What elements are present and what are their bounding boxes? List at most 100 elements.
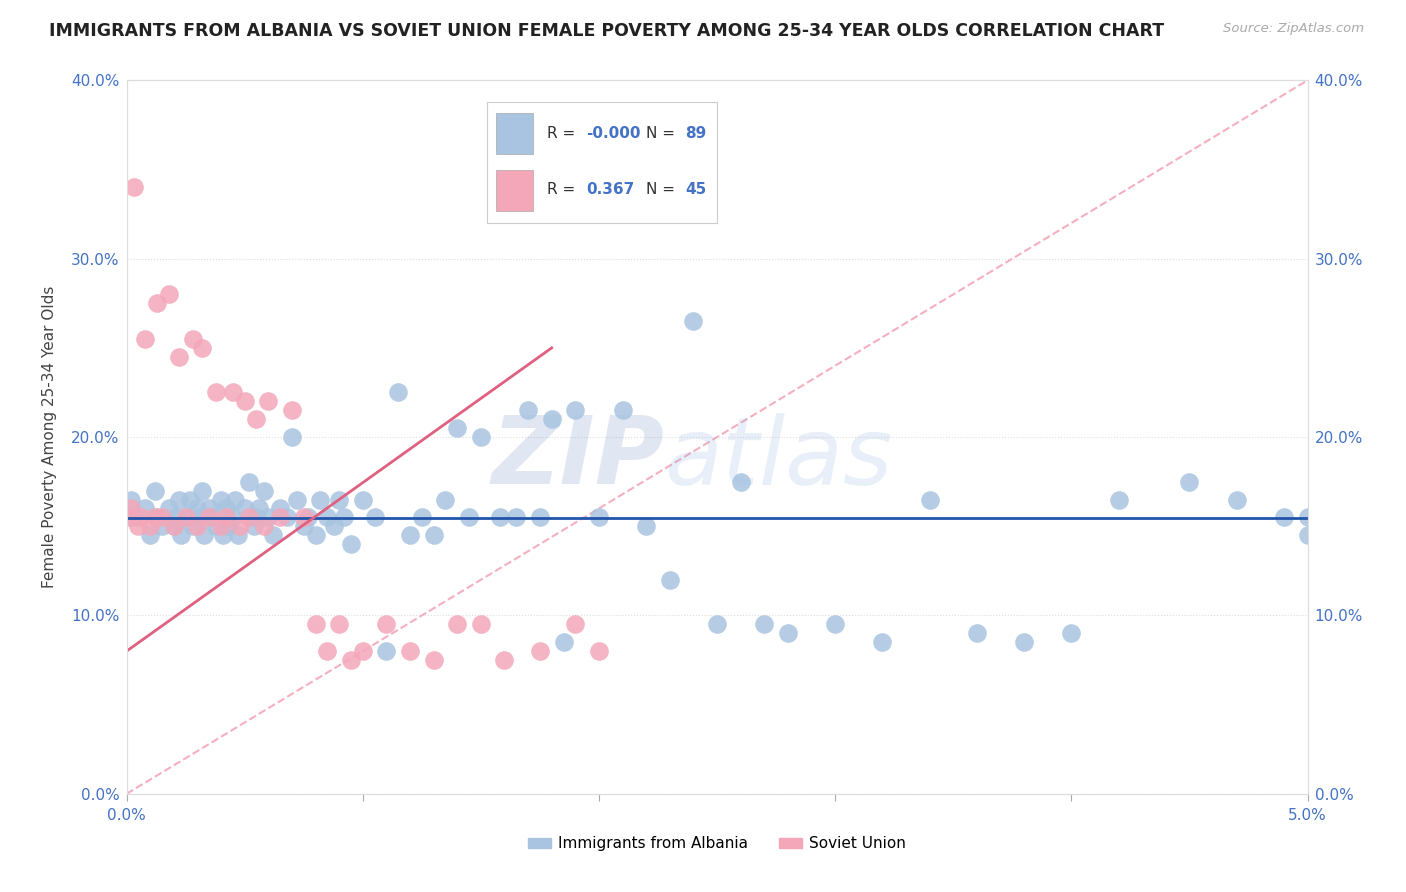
Soviet Union [588,644,610,658]
Immigrants from Albania [269,501,291,516]
Soviet Union [118,510,141,524]
Immigrants from Albania [167,492,190,507]
Immigrants from Albania [139,528,162,542]
Soviet Union [150,510,173,524]
Immigrants from Albania [422,528,444,542]
Immigrants from Albania [316,510,339,524]
Soviet Union [494,653,516,667]
Immigrants from Albania [181,519,204,533]
Immigrants from Albania [375,644,398,658]
Soviet Union [122,180,145,194]
Immigrants from Albania [143,483,166,498]
Immigrants from Albania [122,510,145,524]
Soviet Union [129,510,152,524]
Soviet Union [139,519,162,533]
Immigrants from Albania [186,501,208,516]
Immigrants from Albania [387,385,409,400]
Text: Source: ZipAtlas.com: Source: ZipAtlas.com [1223,22,1364,36]
Soviet Union [146,296,169,310]
Immigrants from Albania [150,519,173,533]
Immigrants from Albania [134,501,156,516]
Immigrants from Albania [636,519,658,533]
Immigrants from Albania [297,510,319,524]
Soviet Union [134,332,156,346]
Immigrants from Albania [411,510,433,524]
Soviet Union [127,519,149,533]
Soviet Union [186,519,208,533]
Soviet Union [238,510,260,524]
Immigrants from Albania [193,528,215,542]
Immigrants from Albania [352,492,374,507]
Soviet Union [292,510,315,524]
Immigrants from Albania [200,510,222,524]
Immigrants from Albania [170,528,193,542]
Immigrants from Albania [191,483,214,498]
Immigrants from Albania [217,519,239,533]
Immigrants from Albania [529,510,551,524]
Immigrants from Albania [262,528,284,542]
Soviet Union [209,519,232,533]
Immigrants from Albania [1296,528,1319,542]
Immigrants from Albania [1272,510,1295,524]
Immigrants from Albania [564,403,586,417]
Immigrants from Albania [754,617,776,632]
Soviet Union [157,287,180,301]
Immigrants from Albania [188,510,211,524]
Immigrants from Albania [553,635,575,649]
Immigrants from Albania [146,510,169,524]
Immigrants from Albania [1178,475,1201,489]
Soviet Union [470,617,492,632]
Soviet Union [143,510,166,524]
Soviet Union [399,644,422,658]
Immigrants from Albania [434,492,457,507]
Immigrants from Albania [446,421,468,435]
Immigrants from Albania [179,492,201,507]
Immigrants from Albania [458,510,481,524]
Immigrants from Albania [120,492,142,507]
Immigrants from Albania [730,475,752,489]
Immigrants from Albania [212,528,235,542]
Immigrants from Albania [224,492,246,507]
Immigrants from Albania [399,528,422,542]
Immigrants from Albania [252,483,274,498]
Immigrants from Albania [658,573,681,587]
Immigrants from Albania [304,528,326,542]
Y-axis label: Female Poverty Among 25-34 Year Olds: Female Poverty Among 25-34 Year Olds [42,286,58,588]
Soviet Union [304,617,326,632]
Immigrants from Albania [363,510,385,524]
Immigrants from Albania [323,519,346,533]
Soviet Union [245,412,267,426]
Immigrants from Albania [706,617,728,632]
Soviet Union [269,510,291,524]
Immigrants from Albania [165,510,187,524]
Immigrants from Albania [222,510,245,524]
Immigrants from Albania [238,475,260,489]
Soviet Union [422,653,444,667]
Immigrants from Albania [1108,492,1130,507]
Soviet Union [257,394,280,409]
Legend: Immigrants from Albania, Soviet Union: Immigrants from Albania, Soviet Union [522,830,912,857]
Immigrants from Albania [174,510,197,524]
Immigrants from Albania [918,492,941,507]
Soviet Union [375,617,398,632]
Soviet Union [205,385,228,400]
Immigrants from Albania [966,626,988,640]
Text: ZIP: ZIP [491,412,664,505]
Text: atlas: atlas [664,413,893,504]
Soviet Union [163,519,186,533]
Immigrants from Albania [488,510,510,524]
Immigrants from Albania [333,510,356,524]
Immigrants from Albania [588,510,610,524]
Text: IMMIGRANTS FROM ALBANIA VS SOVIET UNION FEMALE POVERTY AMONG 25-34 YEAR OLDS COR: IMMIGRANTS FROM ALBANIA VS SOVIET UNION … [49,22,1164,40]
Soviet Union [252,519,274,533]
Soviet Union [222,385,245,400]
Immigrants from Albania [505,510,527,524]
Soviet Union [446,617,468,632]
Immigrants from Albania [292,519,315,533]
Immigrants from Albania [1226,492,1249,507]
Immigrants from Albania [226,528,249,542]
Immigrants from Albania [243,519,266,533]
Immigrants from Albania [247,501,270,516]
Soviet Union [167,350,190,364]
Soviet Union [340,653,363,667]
